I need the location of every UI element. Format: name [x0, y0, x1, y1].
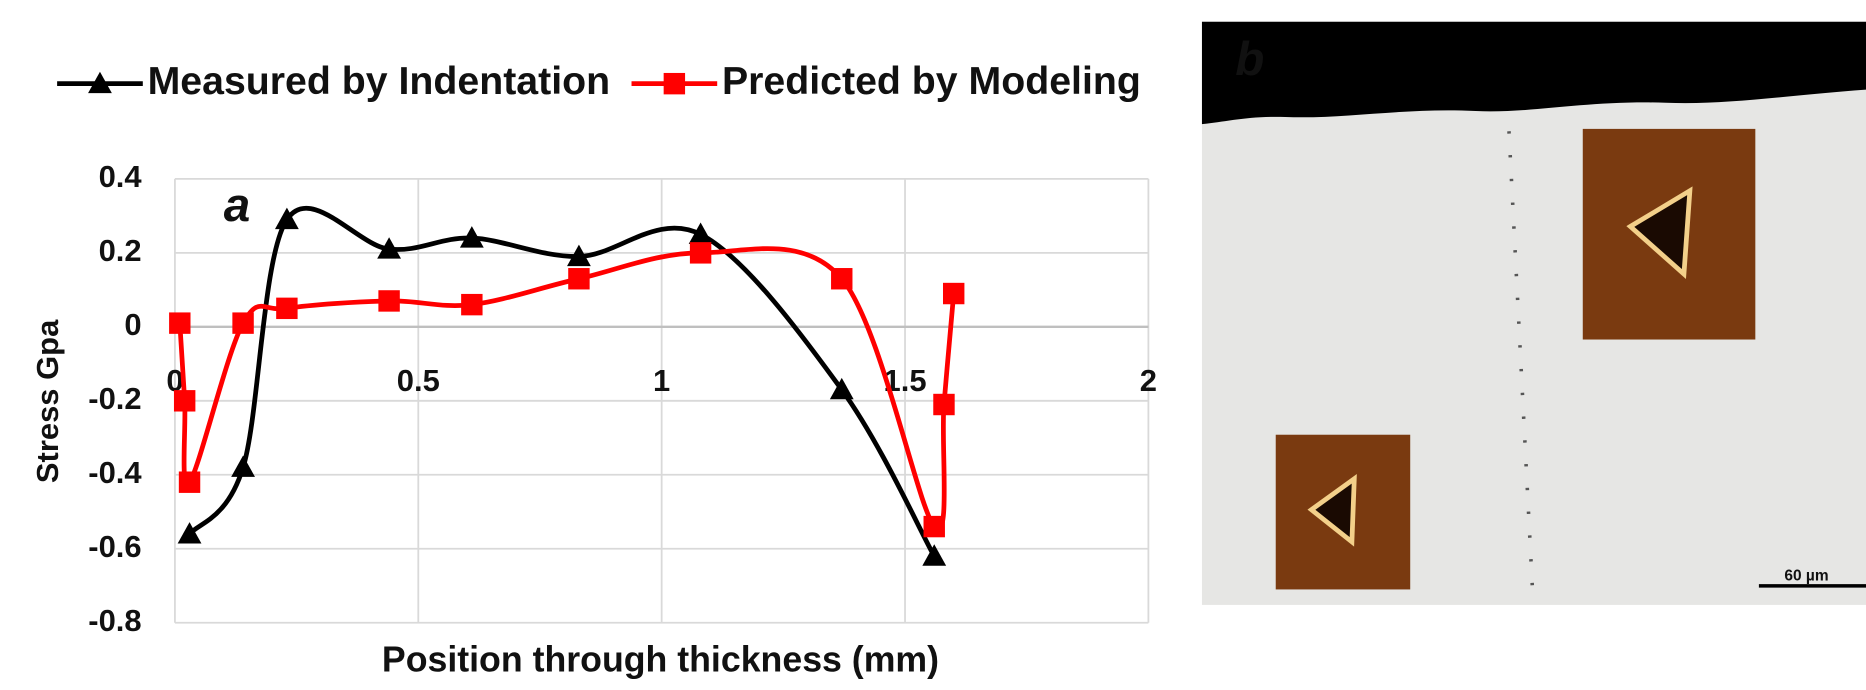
data-point [377, 237, 401, 259]
x-tick-label: 0 [166, 363, 183, 398]
micrograph-edge [1201, 21, 1866, 125]
data-point [688, 222, 713, 244]
data-point [568, 268, 590, 290]
y-tick-label: -0.4 [88, 455, 142, 490]
data-point [178, 471, 201, 493]
micrograph: 60 µm b [1201, 21, 1866, 605]
x-tick-label: 0.5 [397, 363, 440, 398]
legend-label: Measured by Indentation [148, 59, 611, 103]
legend-marker [663, 72, 686, 95]
x-tick-label: 1 [653, 363, 670, 398]
y-tick-label: 0 [124, 307, 141, 342]
indent-shape [1626, 186, 1693, 280]
data-point [274, 207, 299, 230]
data-point [276, 297, 298, 320]
indent-shape [1307, 473, 1357, 547]
data-point [923, 515, 945, 538]
data-point [567, 244, 591, 267]
y-tick-label: 0.4 [99, 159, 143, 194]
legend-label: Predicted by Modeling [722, 59, 1141, 103]
y-axis-title: Stress Gpa [30, 319, 65, 483]
x-axis-title: Position through thickness (mm) [382, 639, 939, 679]
data-point [177, 522, 202, 544]
data-point [378, 290, 400, 312]
y-tick-label: -0.8 [88, 603, 141, 638]
panel-label: b [1235, 33, 1264, 86]
data-point [169, 312, 191, 334]
data-point [232, 312, 254, 334]
y-tick-label: -0.2 [88, 381, 141, 416]
data-point [829, 377, 854, 400]
data-point [173, 390, 196, 412]
y-tick-label: -0.6 [88, 529, 141, 564]
data-point [831, 268, 853, 290]
data-point [459, 226, 484, 248]
data-point [231, 455, 255, 477]
y-tick-label: 0.2 [99, 233, 142, 268]
x-tick-label: 2 [1140, 363, 1157, 398]
data-point [942, 282, 965, 305]
data-point [689, 242, 712, 264]
data-point [922, 544, 947, 566]
scale-bar-label: 60 µm [1784, 567, 1828, 584]
data-point [461, 293, 483, 316]
legend-marker [88, 71, 112, 94]
data-point [933, 393, 955, 416]
panel-label: a [224, 179, 250, 232]
